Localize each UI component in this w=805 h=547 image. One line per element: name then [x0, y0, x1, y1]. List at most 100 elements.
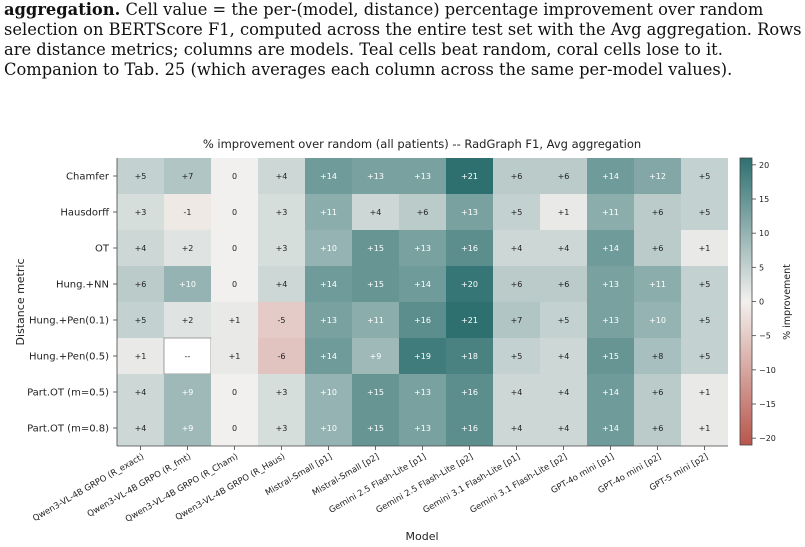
row-label: Part.OT (m=0.8): [27, 424, 109, 435]
cell-value-label: +15: [367, 388, 384, 397]
heatmap-cell: [634, 158, 681, 194]
heatmap-cell: [258, 266, 305, 302]
caption-bold: aggregation.: [4, 0, 121, 19]
cell-value-label: -5: [278, 316, 286, 325]
heatmap-cell: [681, 194, 728, 230]
cell-value-label: +1: [699, 388, 711, 397]
heatmap-cell: [258, 158, 305, 194]
heatmap-cell: [681, 230, 728, 266]
heatmap-cell: [305, 194, 352, 230]
heatmap-cell: [493, 410, 540, 446]
cell-value-label: +11: [367, 316, 384, 325]
cell-value-label: +2: [182, 244, 194, 253]
cell-value-label: +5: [558, 316, 570, 325]
cell-value-label: +5: [699, 208, 711, 217]
heatmap-cell: [493, 194, 540, 230]
colorbar-tick-label: 0: [759, 298, 764, 307]
heatmap-cell: [493, 230, 540, 266]
heatmap-cell: [163, 337, 212, 375]
heatmap-cell: [634, 410, 681, 446]
cell-value-label: +15: [367, 280, 384, 289]
heatmap-cell: [211, 410, 258, 446]
cell-value-label: +13: [461, 208, 478, 217]
cell-value-label: +14: [320, 172, 337, 181]
heatmap-cell: [211, 374, 258, 410]
colorbar: [739, 157, 753, 446]
cell-value-label: 0: [232, 424, 237, 433]
cell-value-label: +7: [511, 316, 523, 325]
cell-value-label: +10: [649, 316, 666, 325]
cell-value-label: +14: [602, 244, 619, 253]
cell-value-label: +4: [511, 424, 523, 433]
cell-value-label: +6: [652, 244, 664, 253]
heatmap-cell: [493, 302, 540, 338]
cell-value-label: +21: [461, 172, 478, 181]
colorbar-tick-label: −15: [759, 400, 776, 409]
heatmap-cell: [446, 194, 493, 230]
row-label: OT: [95, 244, 110, 255]
cell-value-label: +18: [461, 352, 478, 361]
column-labels: Qwen3-VL-4B GRPO (R_exact)Qwen3-VL-4B GR…: [31, 446, 710, 525]
cell-value-label: +4: [558, 352, 570, 361]
colorbar-tick-label: −10: [759, 366, 776, 375]
cell-value-label: +5: [699, 280, 711, 289]
heatmap-cell: [352, 158, 399, 194]
cell-value-label: --: [185, 352, 191, 361]
heatmap-cell: [211, 266, 258, 302]
cell-value-label: +1: [699, 424, 711, 433]
heatmap-cell: [305, 266, 352, 302]
heatmap-cell: [446, 158, 493, 194]
cell-value-label: +9: [182, 388, 194, 397]
heatmap-cell: [587, 338, 634, 374]
cell-value-label: +5: [135, 316, 147, 325]
heatmap-cell: [117, 338, 164, 374]
heatmap-cell: [164, 302, 211, 338]
heatmap-cell: [540, 158, 587, 194]
cell-value-label: +14: [602, 424, 619, 433]
cell-value-label: +10: [179, 280, 196, 289]
cell-value-label: 0: [232, 280, 237, 289]
heatmap-cell: [587, 230, 634, 266]
cell-value-label: +13: [414, 424, 431, 433]
heatmap-cell: [352, 410, 399, 446]
heatmap-cell: [399, 194, 446, 230]
heatmap-cell: [352, 266, 399, 302]
heatmap-cell: [352, 302, 399, 338]
heatmap-cell: [399, 266, 446, 302]
heatmap-cell: [634, 374, 681, 410]
cell-value-label: +4: [558, 388, 570, 397]
colorbar-tick-label: 10: [759, 229, 769, 238]
heatmap-cell: [211, 158, 258, 194]
cell-value-label: +4: [276, 280, 288, 289]
cell-value-label: +6: [558, 280, 570, 289]
heatmap-cell: [446, 374, 493, 410]
heatmap-cell: [258, 374, 305, 410]
cell-value-label: +5: [511, 208, 523, 217]
cell-value-label: +4: [558, 244, 570, 253]
heatmap-cell: [634, 302, 681, 338]
heatmap-cell: [446, 338, 493, 374]
cell-value-label: 0: [232, 388, 237, 397]
cell-value-label: +19: [414, 352, 431, 361]
cell-value-label: 0: [232, 208, 237, 217]
heatmap-cell: [587, 194, 634, 230]
heatmap-cell: [352, 338, 399, 374]
cell-value-label: +1: [699, 244, 711, 253]
cell-value-label: +6: [135, 280, 147, 289]
colorbar-tick-label: 5: [759, 263, 764, 272]
heatmap-cell: [117, 410, 164, 446]
heatmap-cell: [164, 410, 211, 446]
heatmap-cell: [587, 410, 634, 446]
heatmap-cell: [399, 158, 446, 194]
cell-value-label: +16: [461, 244, 478, 253]
cell-value-label: +6: [652, 424, 664, 433]
cell-value-label: +1: [558, 208, 570, 217]
heatmap-cell: [681, 374, 728, 410]
cell-value-label: +3: [276, 244, 288, 253]
cell-value-label: +1: [135, 352, 147, 361]
heatmap-cell: [493, 266, 540, 302]
figure-caption: aggregation. Cell value = the per-(model…: [4, 0, 804, 80]
heatmap-cell: [681, 302, 728, 338]
cell-value-label: +13: [367, 172, 384, 181]
cell-value-label: +4: [135, 388, 147, 397]
